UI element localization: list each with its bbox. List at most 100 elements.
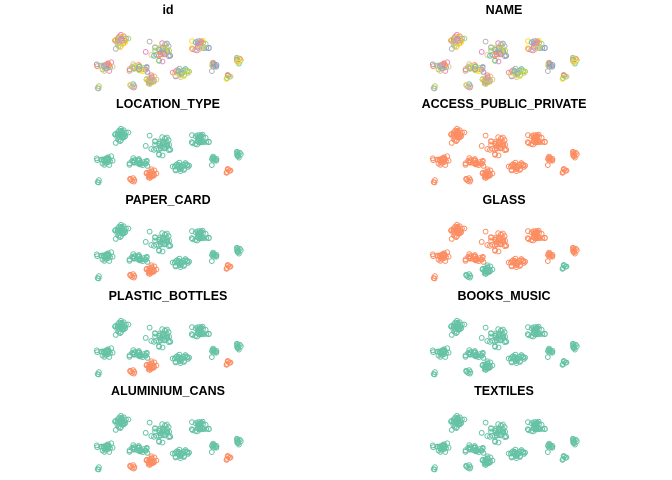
data-point [149, 455, 155, 462]
data-point [441, 250, 448, 257]
data-point [159, 439, 166, 446]
data-point [505, 163, 512, 170]
data-point [571, 440, 577, 447]
data-point [130, 255, 137, 261]
data-point [528, 420, 535, 427]
data-point [454, 419, 461, 425]
data-point [517, 261, 524, 268]
data-point [435, 256, 442, 263]
data-point [125, 129, 132, 136]
data-point [495, 344, 502, 351]
data-point [472, 349, 479, 356]
data-point [497, 431, 504, 438]
data-point [572, 436, 579, 443]
data-point [479, 63, 486, 70]
data-point [99, 352, 106, 359]
data-point [143, 447, 149, 454]
data-point [503, 338, 510, 345]
data-point [127, 272, 134, 279]
data-point [152, 141, 159, 148]
data-point [151, 146, 157, 153]
data-point [194, 234, 201, 241]
data-point [213, 252, 220, 258]
data-point [167, 52, 174, 59]
data-point [488, 141, 495, 148]
data-point [224, 262, 231, 268]
data-point [136, 256, 143, 263]
data-point [161, 431, 168, 438]
data-point [94, 371, 101, 378]
data-point [167, 338, 174, 345]
data-point [479, 157, 486, 164]
data-point [234, 342, 241, 349]
data-point [546, 347, 553, 353]
data-point [435, 66, 442, 73]
data-point [200, 421, 206, 427]
data-point [181, 261, 188, 268]
data-point [454, 321, 461, 328]
data-point [94, 349, 101, 356]
data-point [176, 446, 183, 453]
data-point [435, 447, 442, 454]
data-point [528, 325, 535, 332]
data-point [525, 132, 531, 139]
data-point [197, 235, 204, 242]
data-point [430, 444, 437, 451]
data-point [488, 44, 495, 51]
data-point [156, 151, 163, 158]
panel: BOOKS_MUSIC [429, 289, 580, 378]
data-point [466, 159, 473, 165]
data-point [472, 444, 479, 451]
data-point [235, 153, 242, 160]
data-point [472, 256, 479, 263]
data-point [487, 146, 493, 153]
data-point [169, 259, 176, 266]
data-point [125, 225, 132, 232]
data-point [189, 324, 195, 331]
data-point [435, 160, 442, 167]
data-point [136, 66, 143, 72]
data-point [210, 347, 217, 353]
data-point [200, 134, 206, 140]
data-point [445, 63, 452, 70]
data-point [169, 355, 176, 362]
data-point [430, 179, 437, 186]
panel: GLASS [429, 193, 580, 282]
data-point [488, 333, 495, 340]
data-point [146, 324, 153, 331]
data-point [528, 229, 535, 236]
data-point [563, 73, 570, 80]
data-point [197, 331, 204, 338]
panel: id [93, 3, 244, 92]
data-point [234, 150, 241, 157]
data-point [127, 82, 134, 89]
data-point [143, 63, 150, 70]
data-point [479, 160, 485, 167]
data-point [479, 352, 485, 359]
data-point [495, 421, 502, 428]
data-point [445, 444, 452, 451]
data-point [166, 141, 173, 148]
data-point [184, 353, 190, 360]
panel-points [93, 221, 244, 282]
data-point [436, 62, 443, 69]
data-point [143, 352, 149, 359]
data-point [192, 420, 199, 427]
panel-points [429, 221, 580, 282]
data-point [482, 271, 489, 277]
data-point [181, 452, 188, 459]
data-point [166, 47, 173, 54]
data-point [149, 168, 155, 175]
data-point [465, 464, 471, 471]
data-point [461, 321, 468, 328]
data-point [152, 47, 159, 54]
data-point [512, 351, 519, 358]
data-point [436, 156, 443, 163]
data-point [202, 421, 209, 428]
data-point [169, 450, 176, 457]
data-point [563, 454, 570, 461]
data-point [142, 49, 149, 55]
data-point [488, 234, 495, 241]
data-point [570, 150, 576, 157]
data-point [159, 344, 166, 351]
